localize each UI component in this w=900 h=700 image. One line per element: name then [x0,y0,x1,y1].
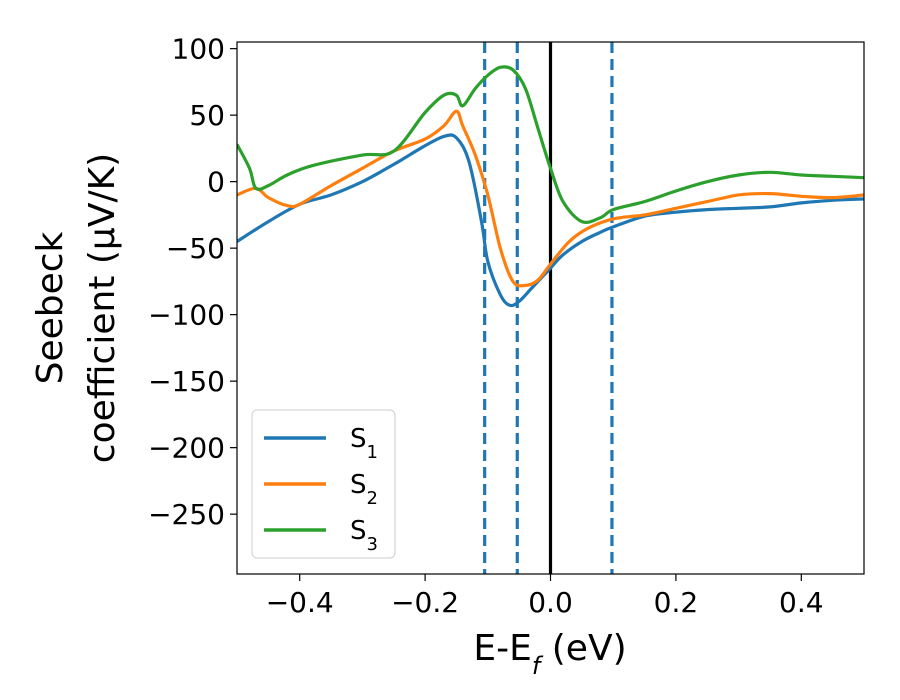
legend-label-s2: S2 [350,470,378,509]
y-axis: 100 50 0 −50 −100 −150 −200 −250 [148,33,237,531]
y-axis-title-line1: Seebeck [30,231,71,384]
series-line-s3 [237,65,864,224]
y-axis-title-line2: coefficient (μV/K) [82,153,123,463]
y-tick-label: −200 [148,432,225,465]
y-tick-label: −250 [148,498,225,531]
legend: S1 S2 S3 [251,409,396,559]
x-axis: −0.4 −0.2 0.0 0.2 0.4 [266,574,824,619]
y-tick-label: 0 [207,166,225,199]
x-tick-label: 0.2 [654,586,699,619]
reference-lines [483,42,614,574]
y-tick-label: −150 [148,365,225,398]
y-tick-label: −100 [148,299,225,332]
legend-label-s1: S1 [350,424,378,463]
y-axis-title: Seebeck coefficient (μV/K) [30,153,123,463]
x-tick-label: −0.4 [266,586,334,619]
x-tick-label: 0.0 [528,586,573,619]
series-line-s2 [237,109,864,288]
y-tick-label: 50 [189,99,225,132]
legend-label-s3: S3 [350,516,378,555]
x-axis-title: E-Ef (eV) [473,628,626,680]
y-tick-label: −50 [166,232,225,265]
x-tick-label: 0.4 [779,586,824,619]
series-line-s1 [237,133,864,308]
x-tick-label: −0.2 [391,586,459,619]
y-tick-label: 100 [172,33,225,66]
series-lines [237,65,864,308]
